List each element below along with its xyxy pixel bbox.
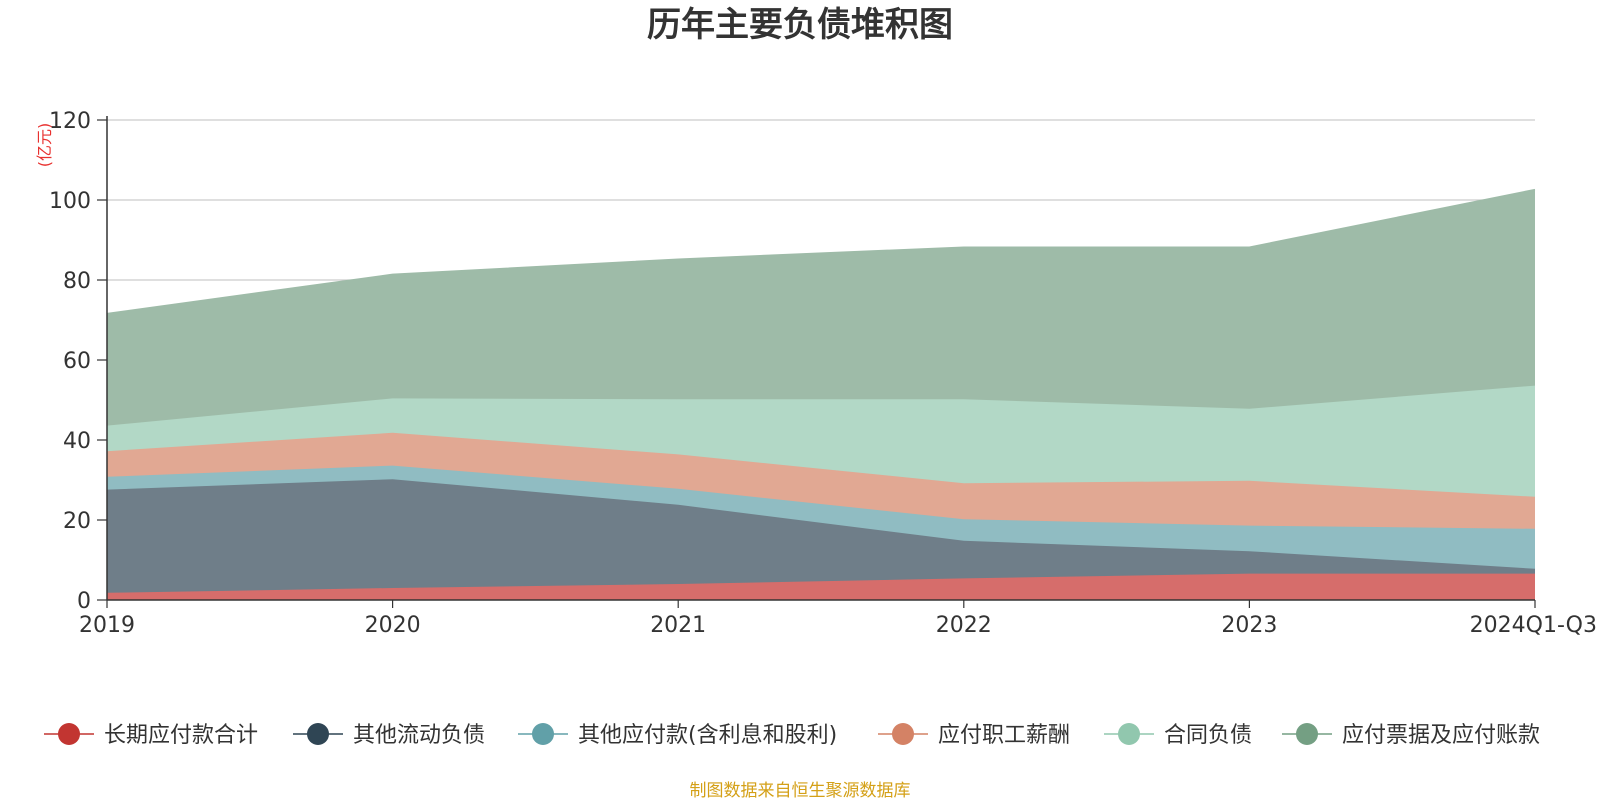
- legend: 长期应付款合计 其他流动负债 其他应付款(含利息和股利) 应付职工薪酬 合同负债 应付票据…: [44, 723, 1540, 748]
- axes: 0 20 40 60 80 100 120 2019 2020 2021 2022 2023 2024Q…: [49, 109, 1597, 638]
- x-tick-label: 2021: [650, 613, 706, 638]
- legend-marker-icon: [307, 723, 329, 745]
- data-source-note: 制图数据来自恒生聚源数据库: [690, 781, 911, 800]
- area-series-4: [107, 432, 1535, 529]
- legend-item[interactable]: 合同负债: [1104, 723, 1252, 748]
- chart-title: 历年主要负债堆积图: [647, 5, 953, 45]
- area-series-edge-6: [106, 188, 1536, 315]
- legend-label: 其他流动负债: [353, 723, 485, 748]
- legend-item[interactable]: 其他流动负债: [293, 723, 485, 748]
- area-series-6: [107, 189, 1535, 426]
- y-tick-label: 80: [63, 269, 91, 294]
- legend-marker-icon: [1296, 723, 1318, 745]
- area-series-1: [107, 573, 1535, 600]
- legend-marker-icon: [58, 723, 80, 745]
- legend-marker-icon: [532, 723, 554, 745]
- x-tick-label: 2020: [365, 613, 421, 638]
- y-tick-label: 40: [63, 429, 91, 454]
- legend-label: 长期应付款合计: [104, 723, 258, 748]
- legend-label: 应付职工薪酬: [938, 723, 1070, 748]
- x-tick-label: 2022: [936, 613, 992, 638]
- y-axis-unit-label: (亿元): [35, 123, 54, 168]
- legend-marker-icon: [1118, 723, 1140, 745]
- area-series-layer: [106, 188, 1536, 600]
- legend-label: 应付票据及应付账款: [1342, 723, 1540, 748]
- area-series-5: [107, 385, 1535, 497]
- y-tick-label: 0: [77, 589, 91, 614]
- x-tick-label: 2023: [1221, 613, 1277, 638]
- y-tick-label: 120: [49, 109, 91, 134]
- legend-label: 合同负债: [1164, 723, 1252, 748]
- area-series-3: [107, 465, 1535, 569]
- x-tick-label: 2019: [79, 613, 135, 638]
- legend-item[interactable]: 其他应付款(含利息和股利): [518, 723, 837, 748]
- legend-label: 其他应付款(含利息和股利): [578, 723, 837, 748]
- area-series-2: [107, 479, 1535, 593]
- x-tick-label: 2024Q1-Q3: [1470, 613, 1597, 638]
- y-tick-label: 100: [49, 189, 91, 214]
- legend-item[interactable]: 应付职工薪酬: [878, 723, 1070, 748]
- legend-item[interactable]: 长期应付款合计: [44, 723, 258, 748]
- y-tick-label: 20: [63, 509, 91, 534]
- legend-marker-icon: [892, 723, 914, 745]
- legend-item[interactable]: 应付票据及应付账款: [1282, 723, 1540, 748]
- y-tick-label: 60: [63, 349, 91, 374]
